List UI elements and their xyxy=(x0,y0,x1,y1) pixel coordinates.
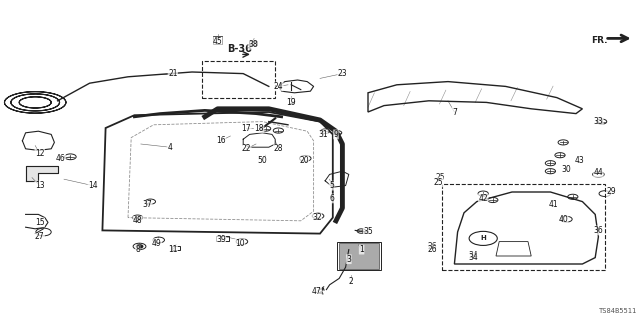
Text: 37: 37 xyxy=(142,200,152,209)
Text: 17: 17 xyxy=(241,124,252,132)
Text: 31: 31 xyxy=(318,130,328,139)
Text: 42: 42 xyxy=(478,194,488,203)
Text: 7: 7 xyxy=(452,108,457,116)
Text: 18: 18 xyxy=(255,124,264,132)
Text: 33: 33 xyxy=(593,117,604,126)
Bar xyxy=(339,243,379,269)
Text: 26: 26 xyxy=(427,242,437,251)
Text: 44: 44 xyxy=(593,168,604,177)
Text: 36: 36 xyxy=(593,226,604,235)
Text: 9: 9 xyxy=(333,130,339,139)
Text: 2: 2 xyxy=(348,277,353,286)
Text: 15: 15 xyxy=(35,218,45,227)
Text: 43: 43 xyxy=(574,156,584,164)
Bar xyxy=(202,61,275,98)
Text: 46: 46 xyxy=(56,154,66,163)
Text: H: H xyxy=(481,236,486,241)
Text: 3: 3 xyxy=(346,255,351,264)
Bar xyxy=(249,41,257,45)
Bar xyxy=(172,246,180,250)
Text: 24: 24 xyxy=(273,82,284,91)
Bar xyxy=(442,184,605,270)
Text: 16: 16 xyxy=(216,136,226,145)
Text: 45: 45 xyxy=(212,37,223,46)
Text: 25: 25 xyxy=(435,173,445,182)
Text: 19: 19 xyxy=(286,98,296,107)
Text: 27: 27 xyxy=(35,232,45,241)
Text: 11: 11 xyxy=(168,245,177,254)
Text: 28: 28 xyxy=(274,144,283,153)
Text: 26: 26 xyxy=(427,245,437,254)
Text: 39: 39 xyxy=(216,236,226,244)
Circle shape xyxy=(136,245,143,248)
Text: FR.: FR. xyxy=(591,36,608,44)
Text: 50: 50 xyxy=(257,156,268,164)
Text: 8: 8 xyxy=(135,245,140,254)
Text: 21: 21 xyxy=(168,69,177,78)
Text: 10: 10 xyxy=(235,239,245,248)
Text: 41: 41 xyxy=(548,200,559,209)
Text: 1: 1 xyxy=(359,245,364,254)
Text: 22: 22 xyxy=(242,144,251,153)
Text: 32: 32 xyxy=(312,213,322,222)
Text: 4: 4 xyxy=(167,143,172,152)
Text: 29: 29 xyxy=(606,188,616,196)
Text: 47: 47 xyxy=(312,287,322,296)
Text: 30: 30 xyxy=(561,165,572,174)
Text: 34: 34 xyxy=(468,252,479,260)
Text: 40: 40 xyxy=(558,215,568,224)
Text: B-36: B-36 xyxy=(228,44,252,54)
Text: 38: 38 xyxy=(248,40,258,49)
Text: 13: 13 xyxy=(35,181,45,190)
Text: 5: 5 xyxy=(329,181,334,190)
Text: 34: 34 xyxy=(468,253,479,262)
Bar xyxy=(212,36,223,44)
Text: 14: 14 xyxy=(88,181,98,190)
Text: 25: 25 xyxy=(433,178,444,187)
Text: TS84B5511: TS84B5511 xyxy=(598,308,637,314)
Text: 49: 49 xyxy=(152,239,162,248)
Polygon shape xyxy=(26,166,58,181)
Text: 48: 48 xyxy=(132,216,143,225)
Text: 12: 12 xyxy=(35,149,44,158)
Bar xyxy=(216,236,229,241)
Bar xyxy=(289,99,294,103)
Text: 23: 23 xyxy=(337,69,348,78)
Text: 35: 35 xyxy=(363,228,373,236)
Text: 20: 20 xyxy=(299,156,309,164)
Text: 6: 6 xyxy=(329,194,334,203)
